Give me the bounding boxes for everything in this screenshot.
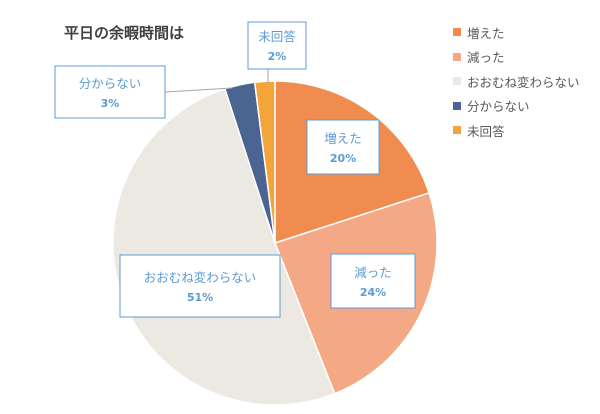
data-label-percent: 3% xyxy=(101,97,120,110)
legend-swatch xyxy=(453,101,461,110)
legend: 増えた減ったおおむね変わらない 分からない未回答 xyxy=(453,20,580,143)
data-label-no-answer: 未回答 2% xyxy=(247,21,307,70)
data-label-category: 増えた xyxy=(324,131,362,146)
legend-label: 減った xyxy=(467,50,505,66)
data-label-percent: 24% xyxy=(360,286,386,299)
legend-item-unknown: 分からない xyxy=(453,94,580,119)
data-label-category: 分からない xyxy=(79,76,142,91)
pie-slice-no-answer xyxy=(253,80,276,244)
legend-item-no-answer: 未回答 xyxy=(453,118,580,143)
data-label-increased: 増えた 20% xyxy=(306,119,380,175)
data-label-unknown: 分からない 3% xyxy=(54,65,166,119)
legend-label: 分からない xyxy=(467,99,530,115)
data-label-category: おおむね変わらない xyxy=(144,270,257,285)
data-label-percent: 20% xyxy=(330,152,356,165)
data-label-percent: 51% xyxy=(187,291,213,304)
legend-item-increased: 増えた xyxy=(453,20,580,45)
legend-item-unchanged: おおむね変わらない xyxy=(453,69,580,94)
data-label-box xyxy=(54,65,166,119)
data-label-box xyxy=(119,254,281,318)
legend-swatch xyxy=(453,52,461,61)
legend-label: 未回答 xyxy=(467,123,505,139)
legend-swatch xyxy=(453,77,461,86)
data-label-unchanged: おおむね変わらない 51% xyxy=(119,254,281,318)
data-label-percent: 2% xyxy=(268,50,287,63)
data-label-box xyxy=(306,119,380,175)
legend-swatch xyxy=(453,126,461,135)
chart-title: 平日の余暇時間は xyxy=(64,24,185,42)
leader-line-unknown xyxy=(164,87,233,93)
data-label-category: 未回答 xyxy=(258,29,296,44)
data-label-decreased: 減った 24% xyxy=(330,253,416,309)
data-label-category: 減った xyxy=(354,265,392,280)
legend-swatch xyxy=(453,28,461,37)
data-label-box xyxy=(247,21,307,70)
legend-item-decreased: 減った xyxy=(453,45,580,70)
legend-label: 増えた xyxy=(467,25,505,41)
data-label-box xyxy=(330,253,416,309)
legend-label: おおむね変わらない xyxy=(467,74,580,90)
